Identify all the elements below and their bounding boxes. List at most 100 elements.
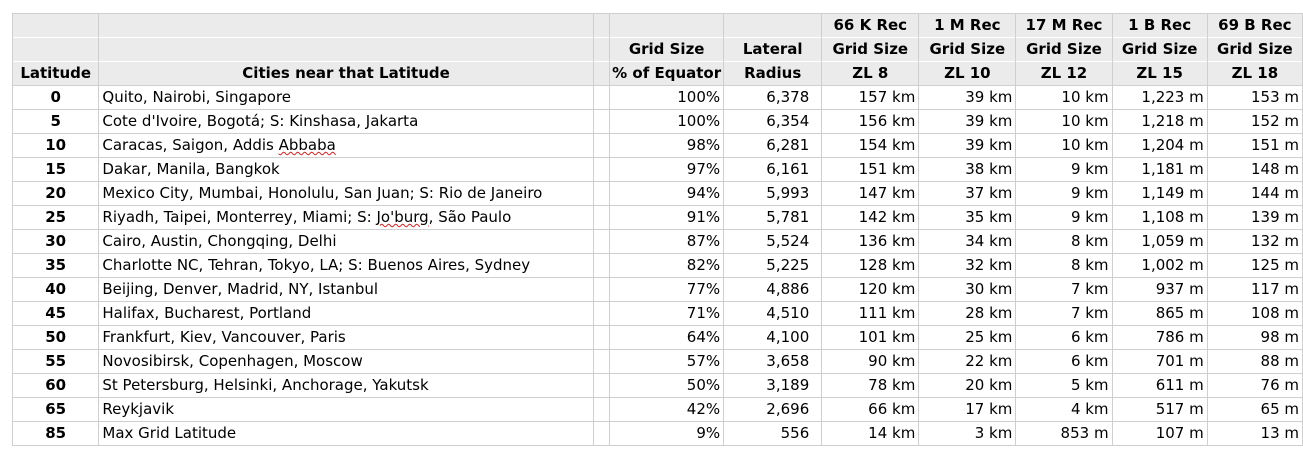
header-cell[interactable] — [592, 13, 611, 38]
cell-spacer[interactable] — [592, 349, 611, 374]
header-cell-radius[interactable]: Radius — [723, 61, 823, 86]
cell-zl8[interactable]: 78 km — [821, 373, 920, 398]
cell-cities[interactable]: Halifax, Bucharest, Portland — [98, 301, 594, 326]
header-cell-zl10[interactable]: ZL 10 — [918, 61, 1017, 86]
cell-spacer[interactable] — [592, 301, 611, 326]
cell-zl8[interactable]: 151 km — [821, 157, 920, 182]
header-cell-grid-size[interactable]: Grid Size — [1111, 37, 1208, 62]
cell-latitude[interactable]: 45 — [11, 301, 100, 326]
cell-zl15[interactable]: 611 m — [1111, 373, 1208, 398]
cell-lateral-radius[interactable]: 4,510 — [723, 301, 823, 326]
cell-cities[interactable]: Cote d'Ivoire, Bogotá; S: Kinshasa, Jaka… — [98, 109, 594, 134]
header-cell-zl18-records[interactable]: 69 B Rec — [1206, 13, 1303, 38]
cell-zl12[interactable]: 9 km — [1015, 157, 1113, 182]
header-cell-zl12-records[interactable]: 17 M Rec — [1015, 13, 1113, 38]
cell-zl10[interactable]: 20 km — [918, 373, 1017, 398]
cell-zl8[interactable]: 156 km — [821, 109, 920, 134]
cell-zl15[interactable]: 1,149 m — [1111, 181, 1208, 206]
cell-zl8[interactable]: 154 km — [821, 133, 920, 158]
cell-spacer[interactable] — [592, 373, 611, 398]
cell-zl10[interactable]: 38 km — [918, 157, 1017, 182]
cell-zl8[interactable]: 142 km — [821, 205, 920, 230]
cell-lateral-radius[interactable]: 5,993 — [723, 181, 823, 206]
header-cell[interactable] — [723, 13, 823, 38]
cell-cities[interactable]: Cairo, Austin, Chongqing, Delhi — [98, 229, 594, 254]
cell-pct-equator[interactable]: 64% — [609, 325, 725, 350]
cell-lateral-radius[interactable]: 4,886 — [723, 277, 823, 302]
header-cell-grid-size[interactable]: Grid Size — [1015, 37, 1113, 62]
cell-zl15[interactable]: 1,059 m — [1111, 229, 1208, 254]
header-cell[interactable] — [11, 37, 100, 62]
cell-zl10[interactable]: 34 km — [918, 229, 1017, 254]
cell-spacer[interactable] — [592, 253, 611, 278]
cell-cities[interactable]: Reykjavik — [98, 397, 594, 422]
cell-zl15[interactable]: 1,223 m — [1111, 85, 1208, 110]
cell-spacer[interactable] — [592, 133, 611, 158]
cell-lateral-radius[interactable]: 6,354 — [723, 109, 823, 134]
cell-cities[interactable]: Mexico City, Mumbai, Honolulu, San Juan;… — [98, 181, 594, 206]
cell-zl12[interactable]: 6 km — [1015, 349, 1113, 374]
cell-latitude[interactable]: 55 — [11, 349, 100, 374]
cell-cities[interactable]: Caracas, Saigon, Addis Abbaba — [98, 133, 594, 158]
cell-spacer[interactable] — [592, 85, 611, 110]
cell-zl15[interactable]: 1,108 m — [1111, 205, 1208, 230]
cell-zl8[interactable]: 101 km — [821, 325, 920, 350]
cell-zl15[interactable]: 107 m — [1111, 421, 1208, 446]
cell-cities[interactable]: Quito, Nairobi, Singapore — [98, 85, 594, 110]
cell-latitude[interactable]: 50 — [11, 325, 100, 350]
cell-pct-equator[interactable]: 77% — [609, 277, 725, 302]
cell-pct-equator[interactable]: 9% — [609, 421, 725, 446]
cell-zl18[interactable]: 151 m — [1206, 133, 1303, 158]
cell-lateral-radius[interactable]: 6,161 — [723, 157, 823, 182]
cell-cities[interactable]: St Petersburg, Helsinki, Anchorage, Yaku… — [98, 373, 594, 398]
cell-spacer[interactable] — [592, 229, 611, 254]
cell-zl12[interactable]: 7 km — [1015, 277, 1113, 302]
cell-lateral-radius[interactable]: 6,281 — [723, 133, 823, 158]
header-cell-lateral[interactable]: Lateral — [723, 37, 823, 62]
header-cell-grid-size[interactable]: Grid Size — [918, 37, 1017, 62]
cell-latitude[interactable]: 40 — [11, 277, 100, 302]
header-cell-cities[interactable]: Cities near that Latitude — [98, 61, 594, 86]
cell-pct-equator[interactable]: 71% — [609, 301, 725, 326]
cell-latitude[interactable]: 25 — [11, 205, 100, 230]
cell-zl18[interactable]: 148 m — [1206, 157, 1303, 182]
cell-zl10[interactable]: 17 km — [918, 397, 1017, 422]
cell-zl18[interactable]: 132 m — [1206, 229, 1303, 254]
cell-zl10[interactable]: 28 km — [918, 301, 1017, 326]
cell-latitude[interactable]: 85 — [11, 421, 100, 446]
cell-lateral-radius[interactable]: 3,658 — [723, 349, 823, 374]
cell-cities[interactable]: Riyadh, Taipei, Monterrey, Miami; S: Jo'… — [98, 205, 594, 230]
cell-zl12[interactable]: 10 km — [1015, 133, 1113, 158]
cell-zl15[interactable]: 1,218 m — [1111, 109, 1208, 134]
cell-spacer[interactable] — [592, 325, 611, 350]
cell-cities[interactable]: Frankfurt, Kiev, Vancouver, Paris — [98, 325, 594, 350]
cell-spacer[interactable] — [592, 205, 611, 230]
cell-zl18[interactable]: 88 m — [1206, 349, 1303, 374]
cell-pct-equator[interactable]: 98% — [609, 133, 725, 158]
cell-zl18[interactable]: 152 m — [1206, 109, 1303, 134]
header-cell-zl15-records[interactable]: 1 B Rec — [1111, 13, 1208, 38]
header-cell-zl12[interactable]: ZL 12 — [1015, 61, 1113, 86]
cell-zl18[interactable]: 153 m — [1206, 85, 1303, 110]
cell-latitude[interactable]: 20 — [11, 181, 100, 206]
header-cell-zl8[interactable]: ZL 8 — [821, 61, 920, 86]
header-cell[interactable] — [11, 13, 100, 38]
cell-zl18[interactable]: 125 m — [1206, 253, 1303, 278]
cell-spacer[interactable] — [592, 421, 611, 446]
cell-zl10[interactable]: 39 km — [918, 109, 1017, 134]
cell-spacer[interactable] — [592, 157, 611, 182]
cell-zl12[interactable]: 8 km — [1015, 253, 1113, 278]
cell-lateral-radius[interactable]: 5,781 — [723, 205, 823, 230]
cell-spacer[interactable] — [592, 109, 611, 134]
header-cell-zl15[interactable]: ZL 15 — [1111, 61, 1208, 86]
cell-lateral-radius[interactable]: 6,378 — [723, 85, 823, 110]
cell-lateral-radius[interactable]: 2,696 — [723, 397, 823, 422]
cell-zl8[interactable]: 128 km — [821, 253, 920, 278]
cell-zl18[interactable]: 76 m — [1206, 373, 1303, 398]
cell-zl12[interactable]: 853 m — [1015, 421, 1113, 446]
header-cell[interactable] — [98, 37, 594, 62]
header-cell-zl8-records[interactable]: 66 K Rec — [821, 13, 920, 38]
cell-latitude[interactable]: 15 — [11, 157, 100, 182]
cell-zl10[interactable]: 35 km — [918, 205, 1017, 230]
cell-zl12[interactable]: 9 km — [1015, 181, 1113, 206]
